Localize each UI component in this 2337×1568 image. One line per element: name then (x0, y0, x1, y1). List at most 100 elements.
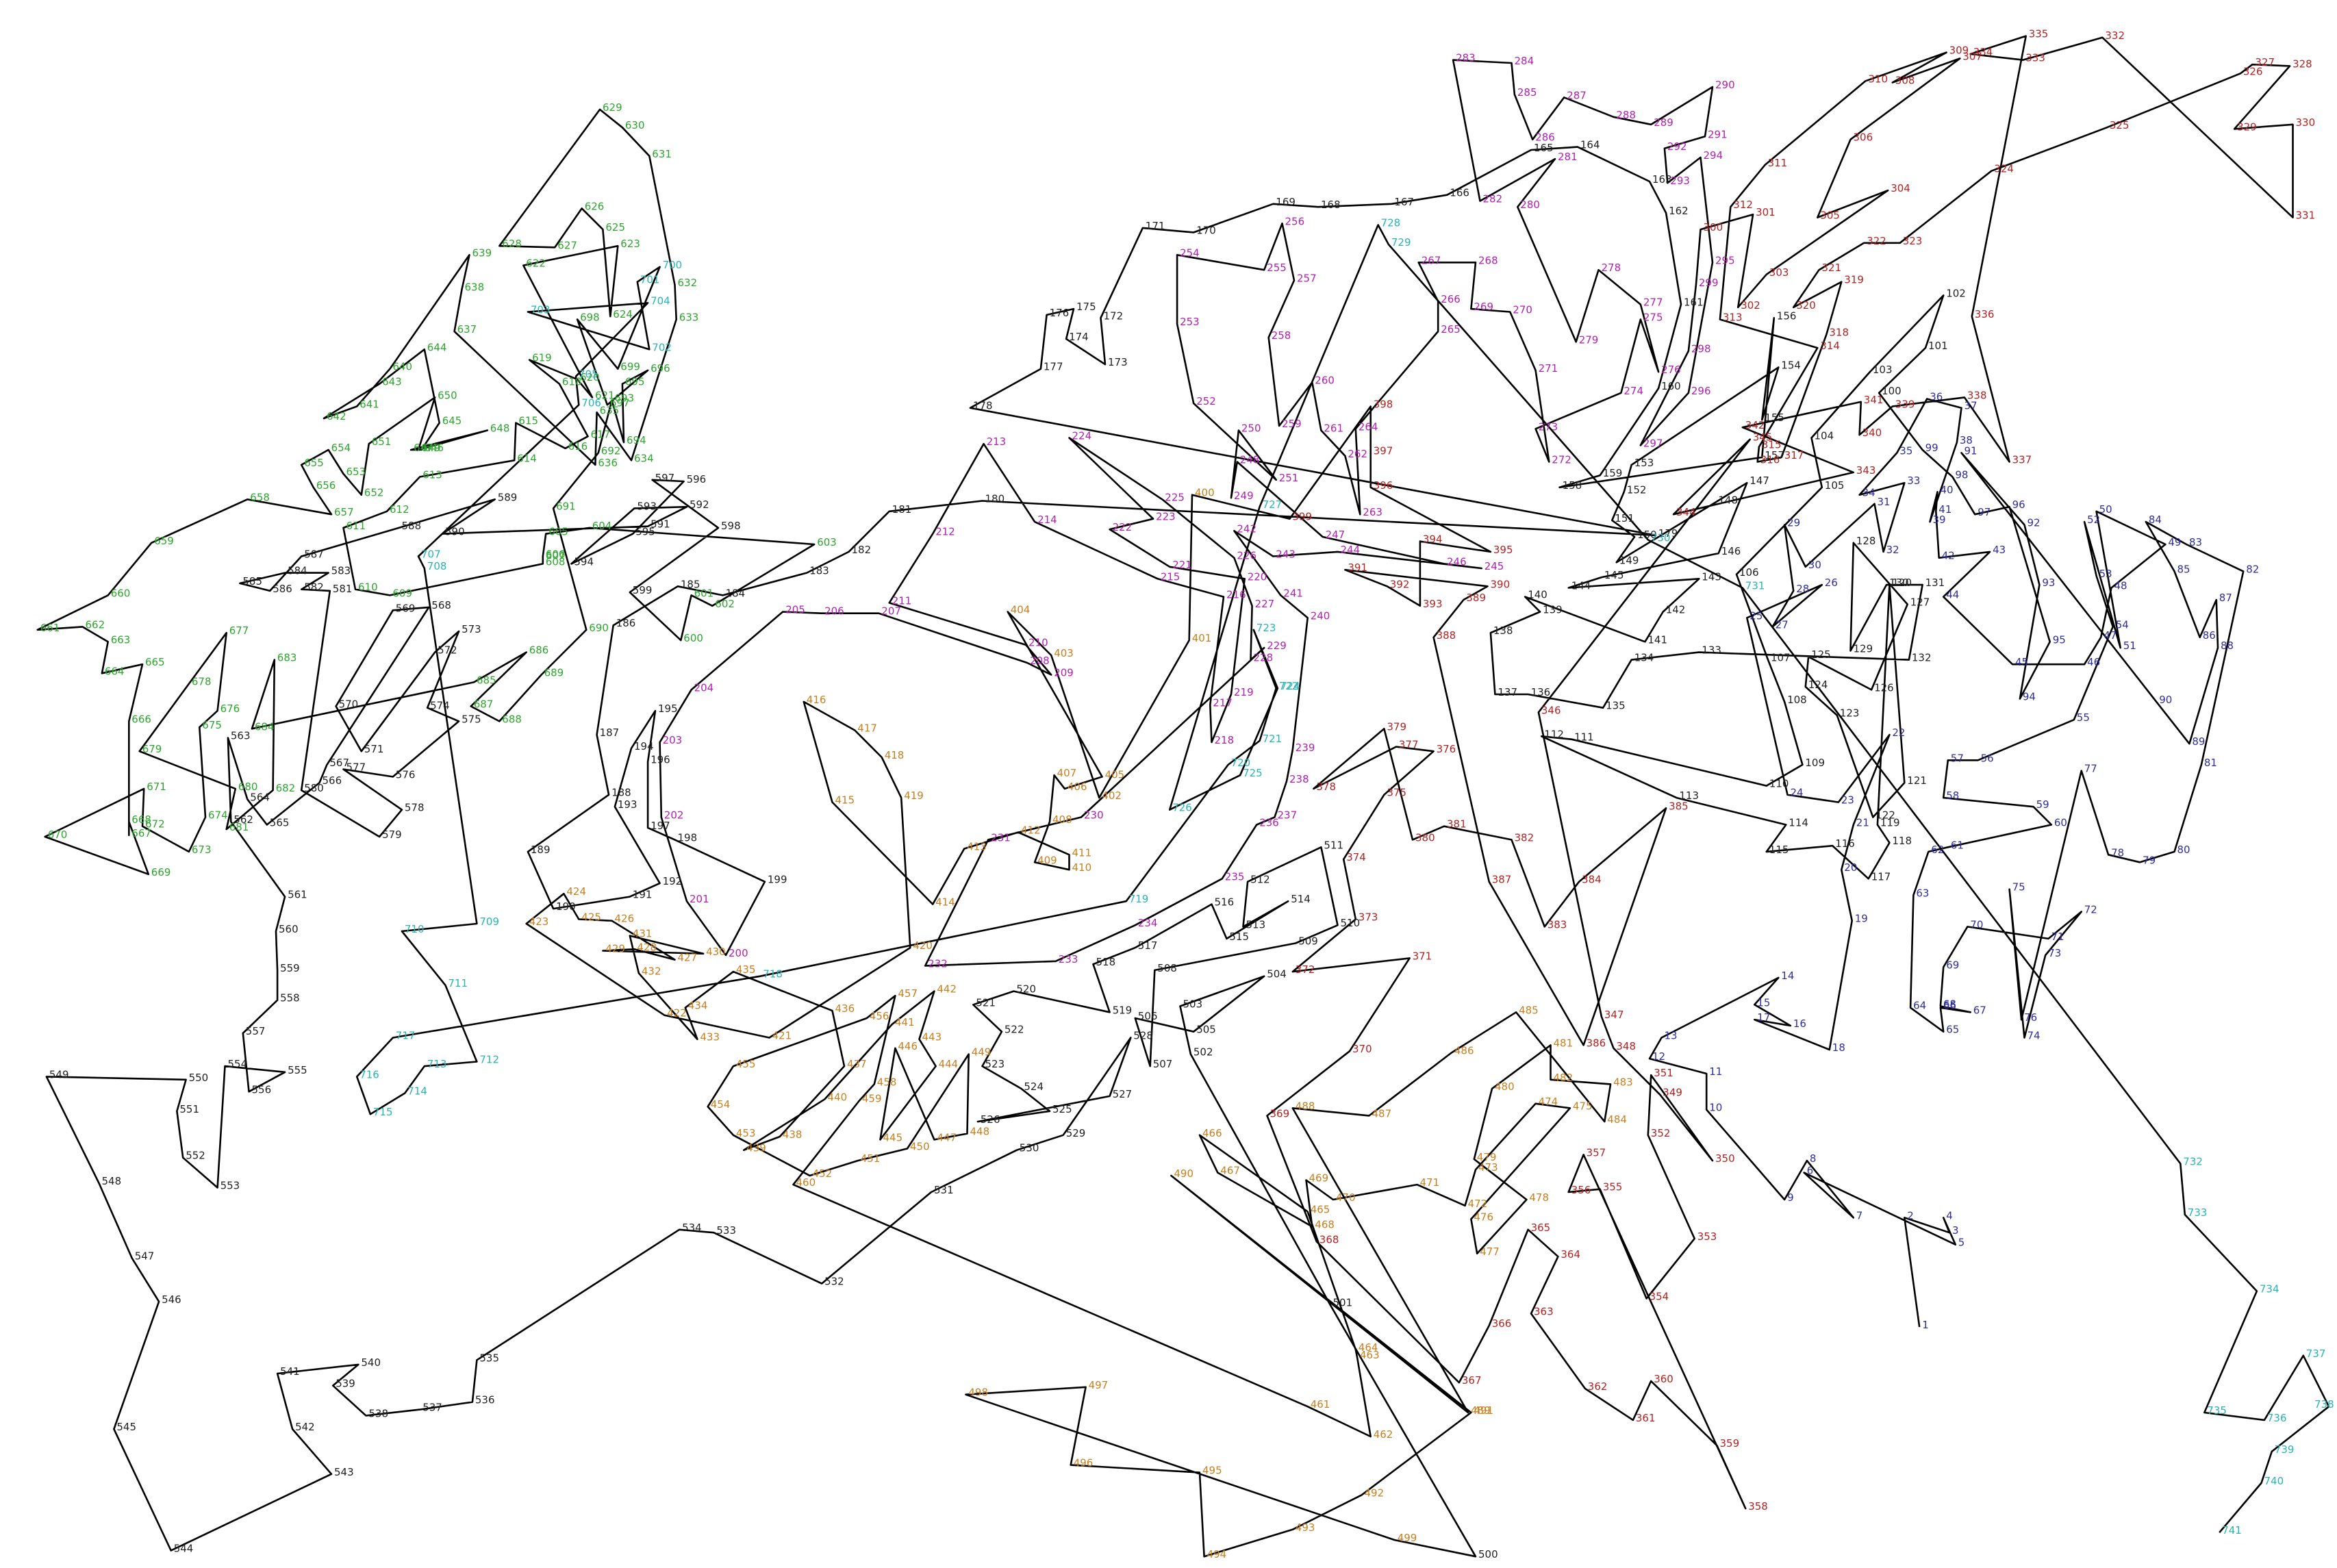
dot-label: 596 (687, 473, 707, 485)
dot-label: 211 (892, 594, 912, 607)
dot-label: 140 (1528, 589, 1548, 601)
dot-label: 409 (1037, 854, 1057, 866)
dot-label: 400 (1195, 487, 1215, 499)
dot-label: 610 (358, 581, 378, 594)
dot-label: 451 (861, 1152, 881, 1165)
dot-label: 739 (2275, 1443, 2295, 1456)
dot-label: 349 (1663, 1087, 1682, 1099)
dot-label: 101 (1928, 340, 1948, 352)
dot-label: 508 (1157, 962, 1177, 974)
dot-label: 556 (252, 1083, 272, 1096)
dot-label: 302 (1741, 299, 1760, 312)
dot-label: 270 (1513, 304, 1532, 316)
dot-label: 24 (1791, 787, 1804, 799)
dot-label: 691 (556, 500, 576, 512)
dot-label: 194 (634, 740, 654, 753)
dot-label: 448 (970, 1126, 990, 1138)
dot-label: 466 (1202, 1127, 1222, 1139)
dot-label: 63 (1916, 887, 1929, 899)
dot-label: 564 (250, 791, 270, 803)
dot-label: 706 (581, 396, 601, 409)
dot-label: 20 (1844, 861, 1857, 874)
dot-label: 532 (824, 1276, 844, 1288)
dot-label: 475 (1573, 1100, 1593, 1112)
dot-label: 82 (2246, 563, 2259, 575)
dot-label: 216 (1226, 589, 1246, 601)
dot-label: 719 (1129, 893, 1149, 905)
dot-label: 342 (1745, 419, 1765, 431)
dot-label: 584 (288, 565, 307, 577)
dot-label: 505 (1196, 1024, 1216, 1036)
dot-label: 635 (600, 404, 620, 416)
dot-label: 403 (1054, 647, 1074, 659)
dot-label: 98 (1955, 468, 1968, 481)
dot-label: 543 (334, 1466, 354, 1478)
dot-label: 473 (1478, 1161, 1498, 1174)
dot-label: 88 (2221, 640, 2234, 652)
dot-label: 453 (736, 1127, 756, 1139)
dot-label: 434 (688, 1000, 708, 1012)
dot-label: 712 (479, 1054, 499, 1066)
dot-label: 615 (518, 415, 538, 427)
dot-label: 361 (1636, 1412, 1656, 1424)
dot-label: 284 (1515, 55, 1534, 67)
dot-label: 274 (1624, 385, 1643, 397)
dot-label: 293 (1670, 175, 1690, 187)
dot-label: 639 (472, 246, 492, 259)
dot-label: 75 (2012, 881, 2025, 894)
dot-label: 315 (1762, 439, 1782, 451)
dot-label: 538 (368, 1407, 388, 1419)
dot-label: 352 (1651, 1127, 1671, 1139)
dot-label: 480 (1495, 1080, 1515, 1093)
dot-label: 405 (1105, 768, 1125, 781)
dot-label: 446 (898, 1040, 918, 1052)
dot-label: 12 (1652, 1050, 1665, 1063)
dot-label: 55 (2077, 711, 2090, 724)
dot-label: 441 (895, 1016, 915, 1028)
dot-label: 208 (1030, 655, 1050, 667)
dot-label: 458 (877, 1076, 897, 1088)
dot-label: 14 (1781, 970, 1794, 982)
dot-label: 30 (1808, 559, 1821, 571)
dot-label: 523 (985, 1058, 1005, 1070)
dot-label: 645 (442, 415, 462, 427)
dot-label: 187 (600, 726, 620, 739)
dot-label: 528 (1133, 1030, 1153, 1042)
dot-label: 81 (2204, 757, 2217, 769)
dot-label: 479 (1477, 1151, 1497, 1163)
dot-label: 266 (1441, 293, 1461, 305)
dot-label: 307 (1962, 50, 1982, 62)
dot-label: 520 (1016, 983, 1036, 996)
dot-label: 731 (1745, 580, 1765, 592)
dot-label: 462 (1374, 1428, 1393, 1441)
dot-label: 540 (361, 1356, 381, 1369)
dot-label: 565 (270, 817, 290, 829)
dot-label: 612 (390, 503, 409, 516)
dot-label: 695 (625, 376, 645, 388)
dot-label: 328 (2292, 58, 2312, 70)
dot-label: 2 (1907, 1209, 1914, 1222)
dot-label: 170 (1196, 224, 1216, 236)
dot-label: 733 (2188, 1206, 2208, 1219)
dot-label: 431 (633, 928, 653, 940)
dot-label: 242 (1237, 522, 1256, 535)
dot-label: 303 (1769, 266, 1789, 279)
dot-label: 426 (615, 913, 635, 925)
dot-label: 546 (162, 1293, 181, 1306)
dot-label: 493 (1296, 1521, 1315, 1534)
dot-label: 397 (1374, 444, 1393, 457)
dot-label: 590 (445, 526, 465, 538)
dot-label: 398 (1374, 399, 1393, 411)
dot-label: 407 (1057, 767, 1077, 779)
dot-label: 383 (1548, 918, 1567, 931)
dot-label: 417 (857, 722, 877, 735)
dot-label: 227 (1255, 598, 1275, 610)
dot-label: 395 (1493, 544, 1513, 556)
dot-label: 236 (1259, 817, 1279, 829)
dot-label: 343 (1856, 464, 1876, 477)
dot-label: 708 (427, 560, 447, 572)
dot-label: 61 (1951, 839, 1964, 851)
dot-label: 445 (883, 1131, 903, 1143)
dot-label: 121 (1907, 774, 1927, 787)
dot-label: 228 (1254, 652, 1274, 664)
